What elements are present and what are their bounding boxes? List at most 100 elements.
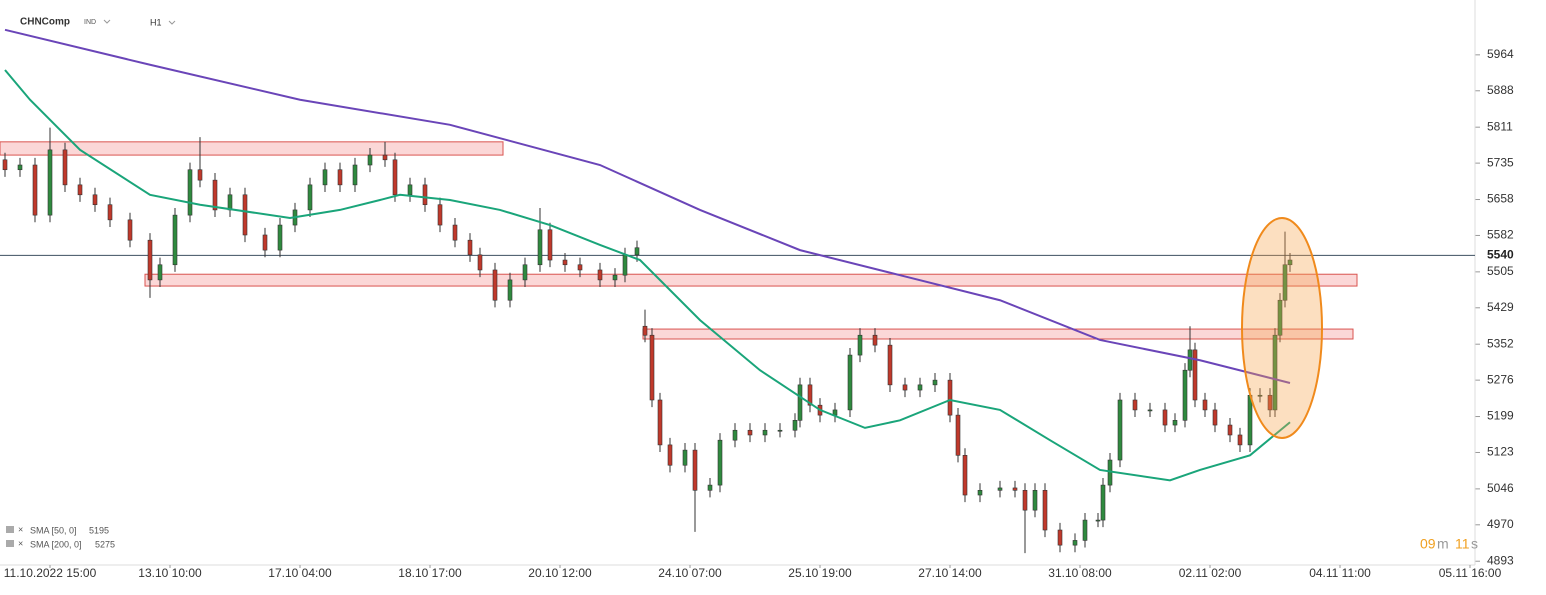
candle-body bbox=[77, 184, 83, 196]
candle-body bbox=[932, 379, 938, 386]
last-price-label: 5540 bbox=[1487, 247, 1514, 261]
y-tick-label: 5276 bbox=[1487, 372, 1514, 386]
candle-body bbox=[577, 264, 583, 271]
symbol[interactable]: CHNComp bbox=[20, 17, 70, 28]
x-tick-label: 13.10 10:00 bbox=[138, 566, 202, 580]
legend-remove[interactable]: × bbox=[18, 524, 23, 534]
y-tick-label: 5888 bbox=[1487, 83, 1514, 97]
candle-body bbox=[547, 229, 553, 261]
legend-icon[interactable] bbox=[6, 526, 14, 533]
legend-value: 5275 bbox=[95, 539, 115, 549]
y-tick-label: 5505 bbox=[1487, 264, 1514, 278]
candle-body bbox=[977, 489, 983, 496]
candle-body bbox=[17, 164, 23, 171]
candle-body bbox=[962, 455, 968, 496]
legend-label: SMA [50, 0] bbox=[30, 525, 77, 535]
candle-body bbox=[1117, 399, 1123, 461]
legend-remove[interactable]: × bbox=[18, 538, 23, 548]
candle-body bbox=[792, 420, 798, 431]
candle-body bbox=[352, 164, 358, 186]
sma-line bbox=[4, 28, 1291, 384]
candle-body bbox=[947, 379, 953, 416]
candle-body bbox=[682, 449, 688, 466]
candle-body bbox=[452, 224, 458, 241]
y-tick-label: 5811 bbox=[1487, 119, 1513, 133]
candle-body bbox=[1012, 487, 1018, 491]
candle-body bbox=[197, 169, 203, 181]
candle-body bbox=[212, 179, 218, 211]
y-tick-label: 5352 bbox=[1487, 336, 1514, 350]
candle-body bbox=[92, 194, 98, 206]
support-resistance-zone bbox=[144, 273, 1358, 287]
dropdown-icon[interactable] bbox=[103, 19, 111, 24]
last-price-box bbox=[1477, 247, 1543, 264]
x-tick-label: 04.11 11:00 bbox=[1309, 566, 1371, 580]
candle-body bbox=[1267, 394, 1273, 411]
candle-body bbox=[642, 325, 648, 336]
x-tick-label: 05.11 16:00 bbox=[1439, 566, 1502, 580]
x-tick-label: 31.10 08:00 bbox=[1048, 566, 1112, 580]
candle-body bbox=[307, 184, 313, 211]
candle-body bbox=[997, 487, 1003, 491]
candle-body bbox=[1172, 420, 1178, 426]
candle-body bbox=[172, 214, 178, 266]
candle-body bbox=[437, 204, 443, 226]
sma-line bbox=[4, 69, 1291, 482]
candle-body bbox=[1227, 424, 1233, 436]
candle-body bbox=[1132, 399, 1138, 411]
x-tick-label: 18.10 17:00 bbox=[398, 566, 462, 580]
support-resistance-zone bbox=[0, 141, 504, 156]
x-tick-label: 17.10 04:00 bbox=[268, 566, 332, 580]
candle-body bbox=[1032, 489, 1038, 511]
candle-body bbox=[62, 149, 68, 186]
candle-body bbox=[562, 259, 568, 266]
candle-body bbox=[955, 414, 961, 456]
y-tick-label: 5964 bbox=[1487, 47, 1514, 61]
candle-body bbox=[127, 219, 133, 241]
candle-body bbox=[507, 279, 513, 301]
timer-seconds: 11 bbox=[1455, 536, 1470, 552]
candle-body bbox=[747, 429, 753, 436]
candle-body bbox=[857, 334, 863, 356]
candle-body bbox=[1182, 369, 1188, 421]
candle-body bbox=[872, 334, 878, 346]
candle-body bbox=[1212, 409, 1218, 426]
candle-body bbox=[667, 444, 673, 466]
candle-body bbox=[634, 247, 640, 256]
legend-icon[interactable] bbox=[6, 540, 14, 547]
interval[interactable]: H1 bbox=[150, 17, 162, 27]
y-tick-label: 4970 bbox=[1487, 517, 1514, 531]
candle-body bbox=[477, 254, 483, 271]
candle-body bbox=[707, 484, 713, 491]
candle-body bbox=[692, 449, 698, 491]
candle-body bbox=[1202, 399, 1208, 411]
candle-body bbox=[1272, 334, 1278, 411]
candle-body bbox=[597, 269, 603, 281]
y-tick-label: 5123 bbox=[1487, 445, 1514, 459]
candle-body bbox=[887, 344, 893, 386]
candle-body bbox=[612, 274, 618, 281]
candle-body bbox=[157, 264, 163, 281]
symbol-group: IND bbox=[84, 19, 96, 26]
candle-body bbox=[227, 194, 233, 211]
candle-body bbox=[407, 184, 413, 196]
candle-body bbox=[902, 384, 908, 391]
candle-body bbox=[422, 184, 428, 206]
candle-body bbox=[777, 429, 783, 432]
candle-body bbox=[1287, 259, 1293, 266]
candle-body bbox=[797, 384, 803, 421]
candle-body bbox=[187, 169, 193, 216]
dropdown-icon[interactable] bbox=[168, 20, 176, 25]
legend-value: 5195 bbox=[89, 525, 109, 535]
candle-body bbox=[367, 154, 373, 166]
timer-unit: m bbox=[1437, 536, 1449, 552]
x-tick-label: 27.10 14:00 bbox=[918, 566, 982, 580]
y-tick-label: 5046 bbox=[1487, 481, 1514, 495]
candle-body bbox=[1257, 394, 1263, 397]
legend-label: SMA [200, 0] bbox=[30, 539, 82, 549]
candle-body bbox=[1072, 540, 1078, 546]
candle-body bbox=[1100, 484, 1106, 521]
x-tick-label: 11.10.2022 15:00 bbox=[4, 566, 97, 580]
